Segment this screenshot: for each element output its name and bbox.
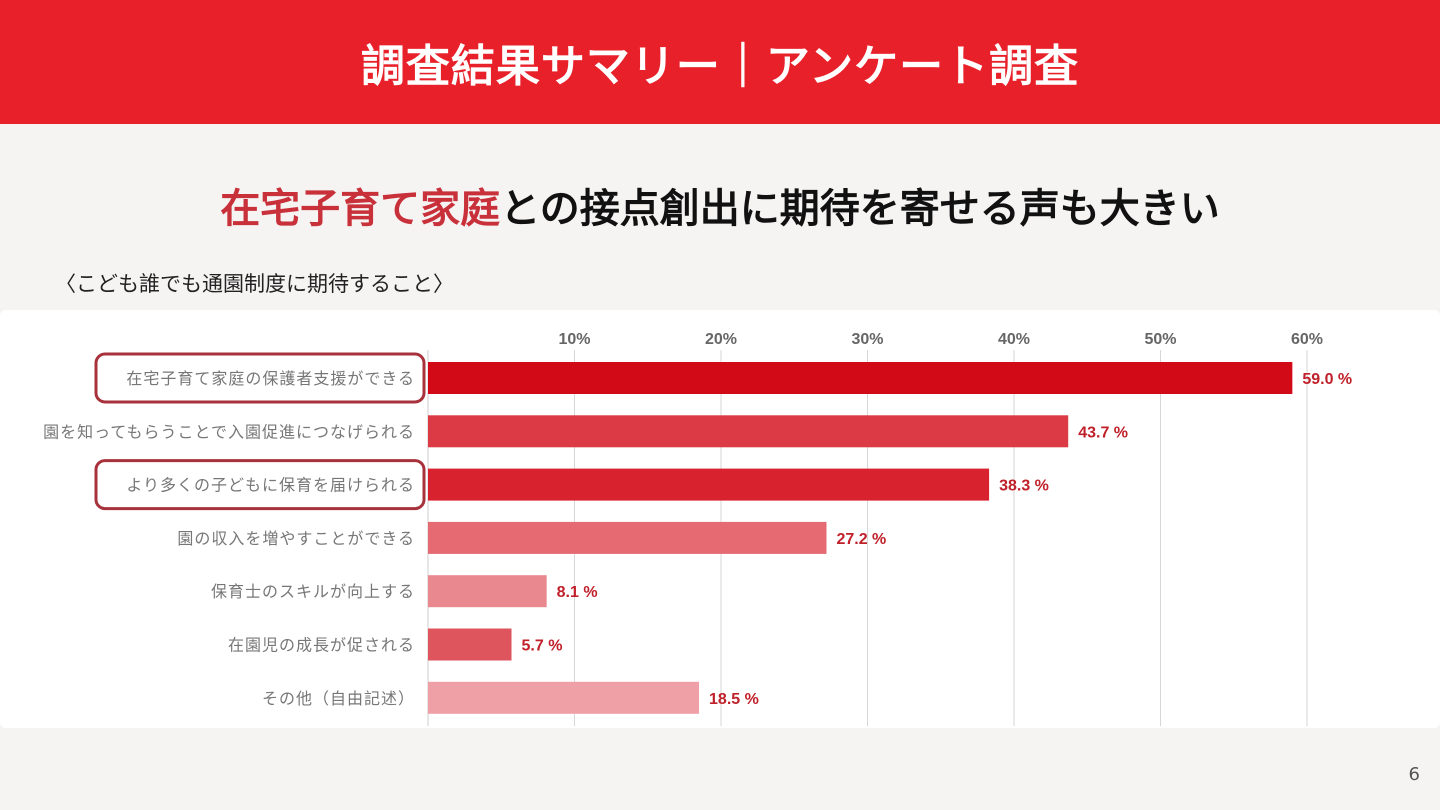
x-tick-label: 30% xyxy=(851,331,883,348)
x-tick-label: 60% xyxy=(1291,331,1323,348)
bar xyxy=(428,362,1293,394)
data-label: 38.3 % xyxy=(999,478,1049,495)
bar xyxy=(428,575,547,608)
slide-title: 調査結果サマリー｜アンケート調査 xyxy=(360,41,1080,92)
header-bar: 調査結果サマリー｜アンケート調査 xyxy=(0,0,1440,124)
highlight-box xyxy=(94,352,426,404)
category-label: より多くの子どもに保育を届けられる xyxy=(126,476,415,495)
bar xyxy=(428,415,1069,448)
headline-highlight: 在宅子育て家庭 xyxy=(220,186,501,232)
category-label: 在園児の成長が促される xyxy=(228,636,415,655)
headline-rest: との接点創出に期待を寄せる声も大きい xyxy=(500,186,1220,232)
data-label: 18.5 % xyxy=(709,691,759,708)
x-tick-label: 20% xyxy=(705,331,737,348)
data-label: 5.7 % xyxy=(522,638,563,655)
data-label: 8.1 % xyxy=(557,584,598,601)
category-label: 園を知ってもらうことで入園促進につなげられる xyxy=(43,422,415,441)
data-label: 59.0 % xyxy=(1302,371,1352,388)
data-label: 43.7 % xyxy=(1078,424,1128,441)
headline: 在宅子育て家庭との接点創出に期待を寄せる声も大きい xyxy=(0,176,1440,234)
highlight-box xyxy=(94,459,426,511)
category-label: 園の収入を増やすことができる xyxy=(177,529,415,548)
bar xyxy=(428,468,990,501)
category-label: 在宅子育て家庭の保護者支援ができる xyxy=(126,369,415,388)
data-label: 27.2 % xyxy=(836,531,886,548)
category-label: 保育士のスキルが向上する xyxy=(211,582,415,601)
category-label: その他（自由記述） xyxy=(262,689,415,708)
bar xyxy=(428,628,512,661)
bar xyxy=(428,521,827,554)
bar xyxy=(428,681,700,714)
x-tick-label: 40% xyxy=(998,331,1030,348)
page-number: 6 xyxy=(1408,764,1420,785)
x-tick-label: 10% xyxy=(558,331,590,348)
chart-subtitle: 〈こども誰でも通園制度に期待すること〉 xyxy=(55,272,454,296)
x-tick-label: 50% xyxy=(1144,331,1176,348)
